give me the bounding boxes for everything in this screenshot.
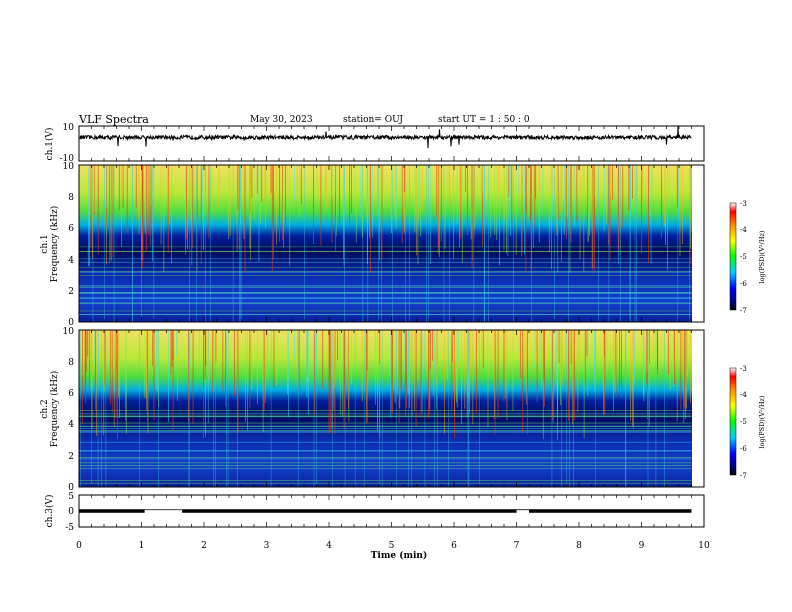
ch1-ytick-10: 10 xyxy=(63,162,75,172)
ch3-ytick-top: 5 xyxy=(68,492,74,502)
ch2-ytick-4: 4 xyxy=(68,420,74,430)
x-tick-label: 2 xyxy=(201,541,207,551)
ch2-ytick-2: 2 xyxy=(68,452,74,462)
ch2-spectrogram-panel: 0 2 4 6 8 10 ch.2 Frequency (kHz) -3 -4 … xyxy=(40,327,766,493)
ch1-ylabel: ch.1(V) xyxy=(44,128,55,161)
x-axis-label: Time (min) xyxy=(371,550,428,561)
ch1-ytick-4: 4 xyxy=(68,256,74,266)
x-tick-label: 10 xyxy=(698,541,710,551)
ch2-spec-ylabel-freq: Frequency (kHz) xyxy=(49,371,60,448)
chart-title: VLF Spectra xyxy=(79,113,149,126)
x-axis-ticks xyxy=(78,126,705,527)
ch1-spec-ylabel-freq: Frequency (kHz) xyxy=(49,206,60,283)
ch2-ytick-0: 0 xyxy=(68,483,74,493)
ch1-waveform-trace xyxy=(79,126,692,149)
ch1-spec-ylabel: ch.1 xyxy=(40,234,50,253)
x-tick-label: 1 xyxy=(139,541,145,551)
x-tick-label: 3 xyxy=(264,541,270,551)
ch3-waveform-trace xyxy=(79,509,692,513)
ch2-cbar-tick-m6: -6 xyxy=(740,445,747,453)
ch1-colorbar-label: log(PSD)(V²/Hz) xyxy=(758,230,766,283)
ch2-spec-ylabel: ch.2 xyxy=(40,399,50,418)
header-date: May 30, 2023 xyxy=(250,115,313,125)
ch1-cbar-tick-m5: -5 xyxy=(740,253,747,261)
ch1-ytick-top: 10 xyxy=(63,123,75,133)
ch2-spectrogram-lines xyxy=(79,330,692,487)
x-tick-label: 8 xyxy=(576,541,582,551)
ch2-ytick-6: 6 xyxy=(68,389,74,399)
x-tick-label: 4 xyxy=(326,541,332,551)
ch2-ytick-8: 8 xyxy=(68,358,74,368)
ch1-spectrogram-panel: 0 2 4 6 8 10 ch.1 Frequency (kHz) -3 -4 … xyxy=(40,162,766,328)
ch1-spectrogram-image xyxy=(79,165,692,322)
ch1-colorbar xyxy=(729,202,737,311)
ch1-ytick-6: 6 xyxy=(68,224,74,234)
ch2-cbar-tick-m4: -4 xyxy=(740,391,747,399)
ch3-ylabel: ch.3(V) xyxy=(44,495,55,528)
header-station: station= OUJ xyxy=(343,115,404,125)
ch3-ytick-mid: 0 xyxy=(68,507,74,517)
x-axis-tick-labels: 0 1 2 3 4 5 6 7 8 9 10 xyxy=(76,541,710,551)
x-tick-label: 5 xyxy=(389,541,395,551)
ch1-cbar-tick-m6: -6 xyxy=(740,280,747,288)
header-start-ut: start UT = 1 : 50 : 0 xyxy=(438,115,530,125)
ch3-ytick-bottom: -5 xyxy=(65,523,74,533)
x-tick-label: 6 xyxy=(451,541,457,551)
ch1-cbar-tick-m3: -3 xyxy=(740,200,747,208)
x-tick-label: 0 xyxy=(76,541,82,551)
ch2-colorbar xyxy=(729,367,737,476)
ch2-colorbar-label: log(PSD)(V²/Hz) xyxy=(758,395,766,448)
x-tick-label: 9 xyxy=(639,541,645,551)
ch1-cbar-tick-m4: -4 xyxy=(740,226,747,234)
ch1-ytick-bottom: -10 xyxy=(60,154,75,164)
ch1-ytick-0: 0 xyxy=(68,318,74,328)
x-tick-label: 7 xyxy=(514,541,520,551)
ch1-waveform-panel: 10 -10 ch.1(V) xyxy=(44,123,705,164)
ch2-ytick-10: 10 xyxy=(63,327,75,337)
ch1-ytick-2: 2 xyxy=(68,287,74,297)
ch3-waveform-panel: 5 0 -5 ch.3(V) xyxy=(44,492,705,533)
ch2-cbar-tick-m7: -7 xyxy=(740,472,747,480)
ch1-cbar-tick-m7: -7 xyxy=(740,307,747,315)
ch2-spectrogram-image xyxy=(79,330,692,487)
ch1-waveform-frame xyxy=(78,125,705,162)
ch1-spectrogram-lines xyxy=(79,165,692,322)
ch1-ytick-8: 8 xyxy=(68,193,74,203)
ch2-cbar-tick-m5: -5 xyxy=(740,418,747,426)
ch2-cbar-tick-m3: -3 xyxy=(740,365,747,373)
